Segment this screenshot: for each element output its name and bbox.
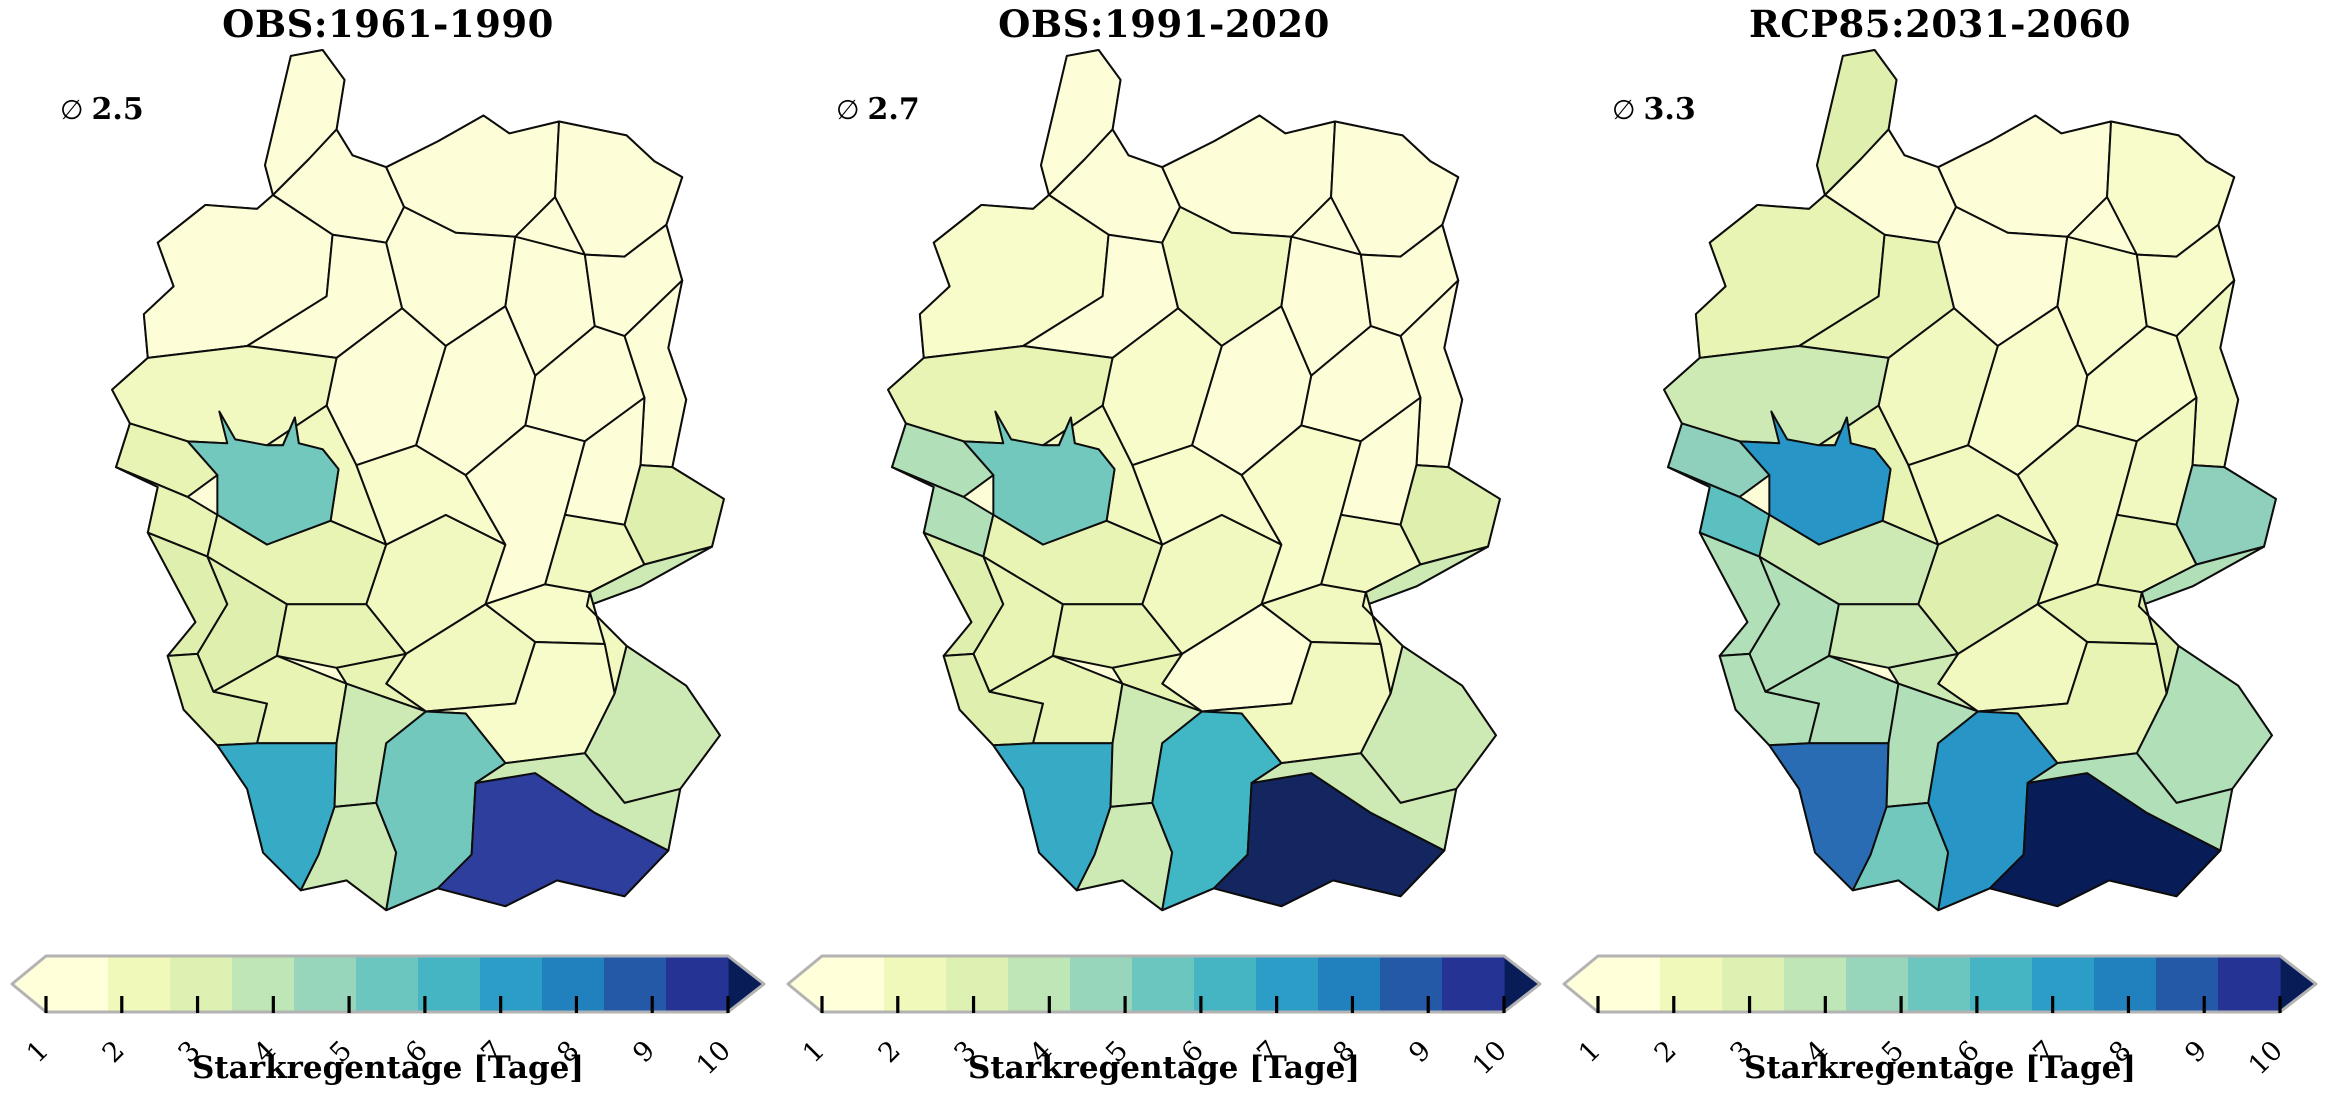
panel-obs-1961-1990: OBS:1961-1990 ∅ 2.5 1 2 3 4 5 6 7 8 9 10 Starkrege…: [0, 0, 776, 1108]
colorbar-cell: [170, 956, 233, 1012]
region-inn-chiemgau: [2026, 752, 2234, 852]
colorbar-cell: [232, 956, 295, 1012]
colorbar-cell: [1008, 956, 1071, 1012]
colorbar-cell: [604, 956, 667, 1012]
colorbar-cell: [1970, 956, 2033, 1012]
diameter-symbol: ∅: [1612, 95, 1636, 126]
diameter-symbol: ∅: [836, 95, 860, 126]
colorbar-arrow-right: [728, 956, 764, 1012]
region-inn-chiemgau: [474, 752, 682, 852]
colorbar-label: Starkregentage [Tage]: [1743, 1050, 2137, 1086]
colorbar-cell: [1784, 956, 1847, 1012]
germany-map-svg: [111, 48, 725, 912]
colorbar-cell: [884, 956, 947, 1012]
region-inn-chiemgau: [1250, 752, 1458, 852]
colorbar-cell: [1442, 956, 1505, 1012]
diameter-symbol: ∅: [60, 95, 84, 126]
colorbar-cell: [46, 956, 109, 1012]
colorbar-arrow-right: [2280, 956, 2316, 1012]
mean-annotation: ∅ 2.7: [836, 92, 920, 127]
colorbar-cell: [294, 956, 357, 1012]
colorbar-cell: [418, 956, 481, 1012]
panel-title: RCP85:2031-2060: [1749, 2, 2131, 46]
colorbar-cell: [108, 956, 171, 1012]
choropleth-map: [1640, 48, 2296, 932]
germany-map-svg: [1663, 48, 2277, 912]
region-lausitz: [623, 464, 725, 566]
colorbar-cell: [1722, 956, 1785, 1012]
region-niederrhein: [1667, 422, 1771, 498]
region-niederrhein: [891, 422, 995, 498]
colorbar-arrow-right: [1504, 956, 1540, 1012]
colorbar-cell: [1598, 956, 1661, 1012]
colorbar-svg: 1 2 3 4 5 6 7 8 9 10: [1562, 954, 2318, 1081]
colorbar-cell: [1256, 956, 1319, 1012]
mean-value: 2.5: [91, 92, 144, 127]
choropleth-map: [88, 48, 744, 932]
panel-title: OBS:1991-2020: [998, 2, 1330, 46]
panel-obs-1991-2020: OBS:1991-2020 ∅ 2.7 1 2 3 4 5 6 7 8 9 10 Starkrege…: [776, 0, 1552, 1108]
colorbar-cell: [946, 956, 1009, 1012]
colorbar-arrow-left: [12, 956, 46, 1012]
panel-title: OBS:1961-1990: [222, 2, 554, 46]
colorbar-cell: [480, 956, 543, 1012]
colorbar-cell: [2032, 956, 2095, 1012]
colorbar-cell: [822, 956, 885, 1012]
region-niederrhein: [115, 422, 219, 498]
colorbar-cell: [1908, 956, 1971, 1012]
colorbar-cell: [1194, 956, 1257, 1012]
panel-rcp85-2031-2060: RCP85:2031-2060 ∅ 3.3 1 2 3 4 5 6 7 8 9 10 Starkre…: [1552, 0, 2328, 1108]
colorbar-svg: 1 2 3 4 5 6 7 8 9 10: [786, 954, 1542, 1081]
germany-map-svg: [887, 48, 1501, 912]
colorbar-cell: [2218, 956, 2281, 1012]
colorbar-label: Starkregentage [Tage]: [967, 1050, 1361, 1086]
mean-value: 2.7: [867, 92, 920, 127]
colorbar: 1 2 3 4 5 6 7 8 9 10: [782, 950, 1546, 1081]
colorbar-label: Starkregentage [Tage]: [191, 1050, 585, 1086]
mean-annotation: ∅ 2.5: [60, 92, 144, 127]
colorbar-cell: [356, 956, 419, 1012]
region-lausitz: [2175, 464, 2277, 566]
region-lausitz: [1399, 464, 1501, 566]
colorbar: 1 2 3 4 5 6 7 8 9 10: [6, 950, 770, 1081]
colorbar-cell: [542, 956, 605, 1012]
colorbar-cell: [1660, 956, 1723, 1012]
colorbar-cell: [1380, 956, 1443, 1012]
mean-value: 3.3: [1643, 92, 1696, 127]
colorbar-cell: [1846, 956, 1909, 1012]
colorbar-arrow-left: [788, 956, 822, 1012]
colorbar-cell: [1318, 956, 1381, 1012]
colorbar-arrow-left: [1564, 956, 1598, 1012]
colorbar-cell: [1132, 956, 1195, 1012]
colorbar-cell: [666, 956, 729, 1012]
colorbar-cell: [1070, 956, 1133, 1012]
region-erzgebirge: [585, 545, 713, 608]
mean-annotation: ∅ 3.3: [1612, 92, 1696, 127]
region-erzgebirge: [1361, 545, 1489, 608]
colorbar-cell: [2094, 956, 2157, 1012]
choropleth-map: [864, 48, 1520, 932]
colorbar: 1 2 3 4 5 6 7 8 9 10: [1558, 950, 2322, 1081]
colorbar-svg: 1 2 3 4 5 6 7 8 9 10: [10, 954, 766, 1081]
region-erzgebirge: [2137, 545, 2265, 608]
colorbar-cell: [2156, 956, 2219, 1012]
